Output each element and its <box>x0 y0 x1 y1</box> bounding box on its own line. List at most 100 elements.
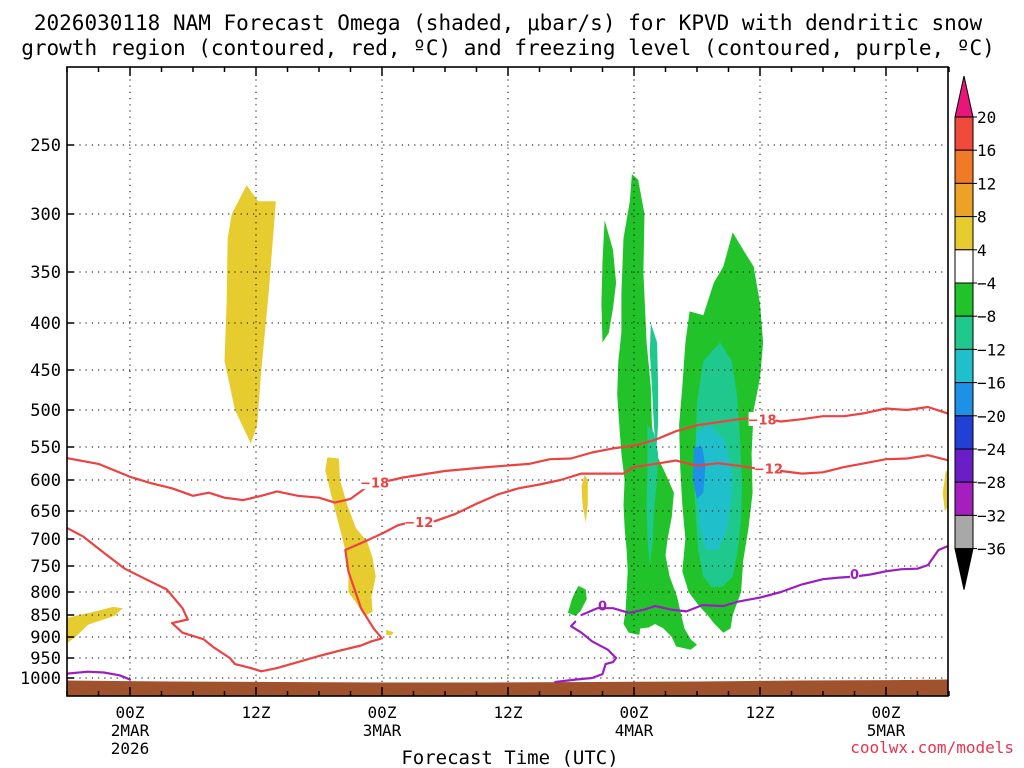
x-tick-date-1: 2MAR <box>111 721 150 740</box>
x-tick-label-6: 12Z <box>746 703 775 722</box>
chart-title-line-1: 2026030118 NAM Forecast Omega (shaded, μ… <box>34 11 983 35</box>
colorbar-box-7 <box>954 315 974 350</box>
colorbar-label-6: −4 <box>977 274 996 293</box>
contour-label-4: −12 <box>754 463 783 478</box>
x-axis-label: Forecast Time (UTC) <box>401 747 618 768</box>
omega-area-2 <box>224 185 276 444</box>
colorbar-label-14: −36 <box>977 540 1006 559</box>
x-tick-label-3: 00Z <box>368 703 397 722</box>
terrain <box>67 679 948 696</box>
y-tick-label-800: 800 <box>30 583 61 603</box>
y-tick-label-250: 250 <box>30 136 61 156</box>
colorbar-arrow-bottom <box>954 548 974 590</box>
omega-area-4 <box>386 629 394 636</box>
omega-area-15 <box>692 447 706 499</box>
colorbar: 20 16 12 8 4 −4 −8 −12 −16 −20 −24 −28 −32 −36 <box>954 75 1006 590</box>
chart-title-line-2: growth region (contoured, red, ºC) and f… <box>21 36 995 60</box>
gridlines <box>67 67 948 696</box>
credit-text: coolwx.com/models <box>850 738 1014 757</box>
colorbar-box-4 <box>954 216 974 251</box>
dgz-contour-5 <box>779 454 948 475</box>
terrain-band <box>67 679 948 696</box>
y-axis: 2503003504004505005506006507007508008509… <box>20 136 74 689</box>
y-tick-label-350: 350 <box>30 263 61 283</box>
colorbar-box-2 <box>954 149 974 184</box>
contour-label-6: 0 <box>598 599 607 614</box>
colorbar-box-11 <box>954 448 974 483</box>
freezing-contour-6 <box>67 670 132 681</box>
plot-frame <box>66 66 949 697</box>
y-tick-label-400: 400 <box>30 314 61 334</box>
y-tick-label-450: 450 <box>30 361 61 381</box>
omega-area-5 <box>581 474 588 523</box>
colorbar-label-7: −8 <box>977 307 996 326</box>
y-tick-label-750: 750 <box>30 557 61 577</box>
contour-label-2: −18 <box>748 413 777 428</box>
colorbar-arrow-top <box>954 75 974 118</box>
omega-area-1 <box>67 606 123 644</box>
y-tick-label-850: 850 <box>30 606 61 626</box>
colorbar-box-12 <box>954 481 974 516</box>
dgz-contour-4 <box>433 459 762 523</box>
x-tick-date-7: 5MAR <box>867 721 906 740</box>
freezing-contour-9 <box>554 620 618 684</box>
contour-label-bg <box>598 597 607 612</box>
omega-area-9 <box>567 585 587 616</box>
x-tick-year-1: 2026 <box>111 739 150 758</box>
contour-label-bg <box>754 461 782 476</box>
y-tick-label-550: 550 <box>30 438 61 458</box>
colorbar-box-13 <box>954 514 974 550</box>
colorbar-label-12: −28 <box>977 473 1006 492</box>
colorbar-label-8: −12 <box>977 340 1006 359</box>
x-tick-label-4: 12Z <box>494 703 523 722</box>
omega-area-7 <box>617 174 697 650</box>
omega-area-12 <box>646 425 659 566</box>
colorbar-box-9 <box>954 382 974 417</box>
colorbar-box-1 <box>954 116 974 151</box>
x-tick-label-2: 12Z <box>242 703 271 722</box>
omega-area-6 <box>942 470 948 511</box>
contour-label-bg <box>850 566 859 581</box>
y-tick-label-950: 950 <box>30 649 61 669</box>
y-tick-label-300: 300 <box>30 205 61 225</box>
contour-label-8: 0 <box>850 568 859 583</box>
colorbar-box-6 <box>954 282 974 317</box>
colorbar-label-13: −32 <box>977 506 1006 525</box>
omega-area-11 <box>649 323 659 454</box>
omega-area-3 <box>325 457 376 616</box>
y-tick-label-600: 600 <box>30 471 61 491</box>
colorbar-label-10: −20 <box>977 407 1006 426</box>
contours: −18 −18 −12 −12 0 0 <box>67 405 948 684</box>
x-tick-label-1: 00Z <box>116 703 145 722</box>
colorbar-label-5: 4 <box>977 241 987 260</box>
colorbar-box-10 <box>954 415 974 450</box>
omega-shading <box>67 174 948 650</box>
y-tick-label-900: 900 <box>30 628 61 648</box>
colorbar-label-11: −24 <box>977 440 1006 459</box>
contour-label-bg <box>748 411 776 426</box>
contour-label-bg <box>405 514 433 529</box>
dgz-contour-3 <box>67 520 415 673</box>
colorbar-box-5 <box>954 249 974 284</box>
colorbar-box-3 <box>954 182 974 218</box>
dgz-contour-1 <box>67 405 948 504</box>
colorbar-label-3: 12 <box>977 174 996 193</box>
contour-label-bg <box>361 475 389 490</box>
x-tick-label-5: 00Z <box>620 703 649 722</box>
x-tick-label-7: 00Z <box>872 703 901 722</box>
omega-area-8 <box>601 220 617 343</box>
y-tick-label-650: 650 <box>30 502 61 522</box>
x-tick-date-5: 4MAR <box>615 721 654 740</box>
y-tick-label-1000: 1000 <box>20 669 61 689</box>
x-tick-date-3: 3MAR <box>363 721 402 740</box>
y-tick-label-500: 500 <box>30 401 61 421</box>
contour-label-1: −18 <box>360 477 389 492</box>
colorbar-label-4: 8 <box>977 208 987 227</box>
colorbar-label-1: 20 <box>977 108 996 127</box>
contour-label-3: −12 <box>404 516 433 531</box>
omega-area-14 <box>695 425 732 550</box>
colorbar-box-8 <box>954 348 974 384</box>
